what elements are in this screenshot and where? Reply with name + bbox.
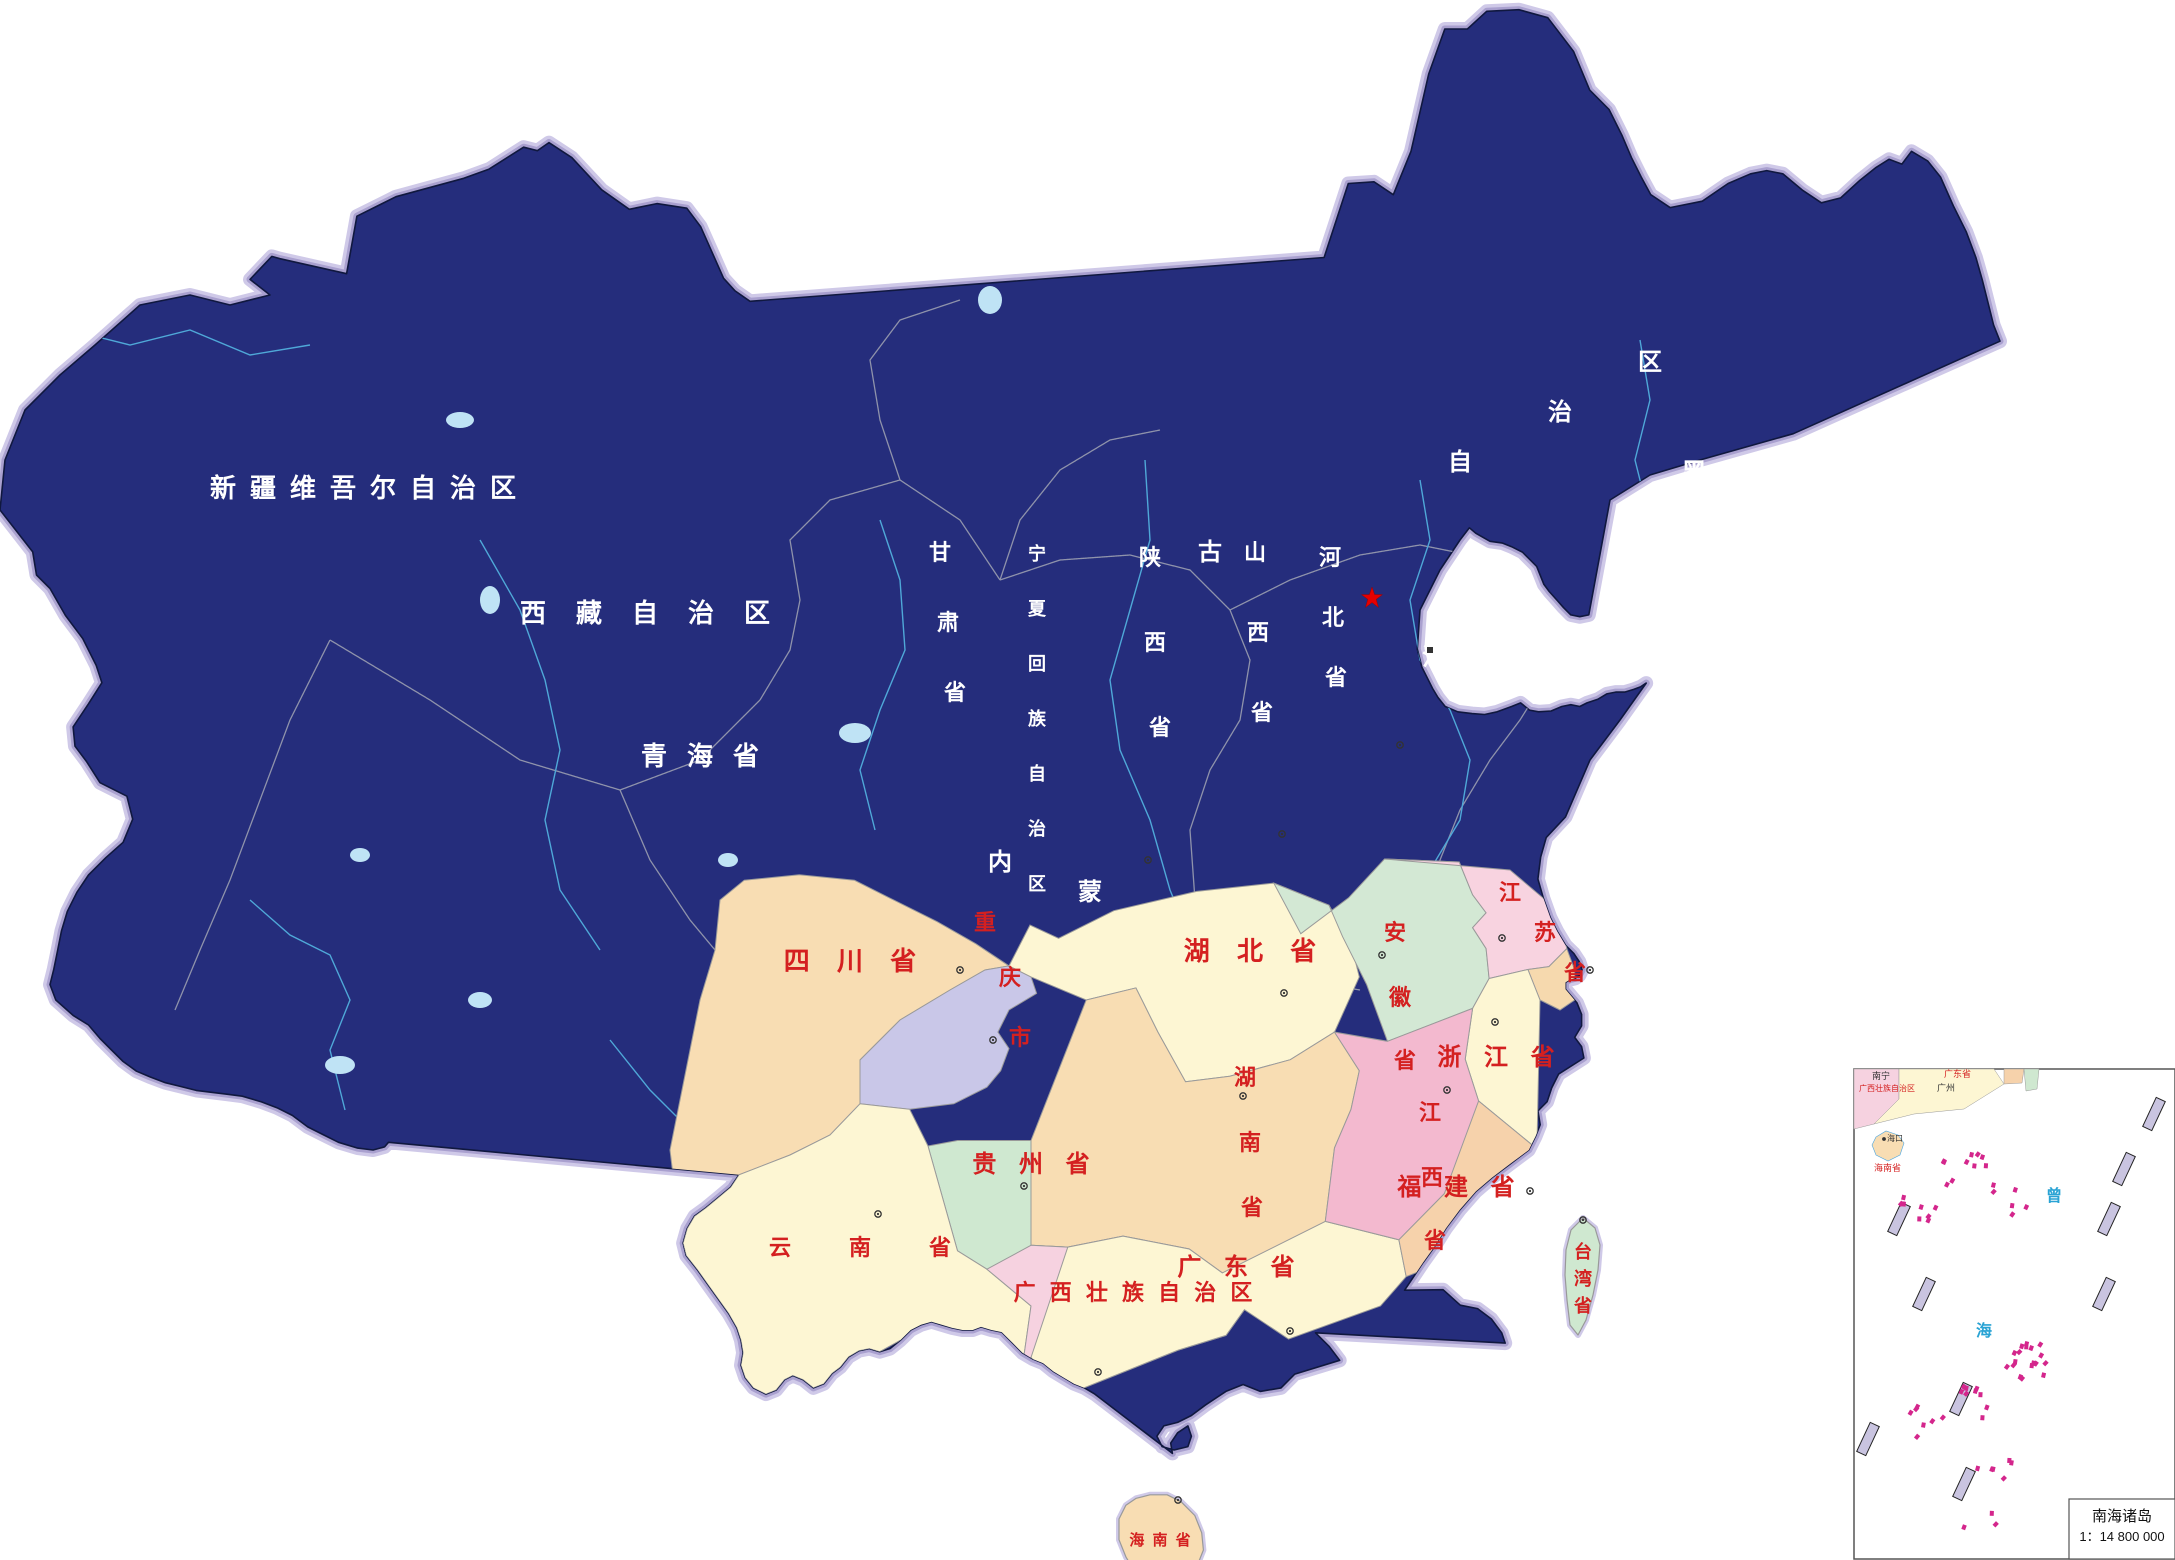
svg-text:徽: 徽 bbox=[1388, 985, 1412, 1010]
svg-text:湖 北 省: 湖 北 省 bbox=[1184, 936, 1326, 966]
svg-text:省: 省 bbox=[1250, 700, 1273, 725]
svg-text:区: 区 bbox=[1028, 874, 1046, 894]
svg-text:古: 古 bbox=[1198, 539, 1222, 566]
svg-text:新疆维吾尔自治区: 新疆维吾尔自治区 bbox=[210, 473, 530, 503]
svg-text:青海省: 青海省 bbox=[641, 741, 779, 771]
svg-text:西: 西 bbox=[1247, 620, 1269, 645]
svg-text:省: 省 bbox=[1423, 1228, 1446, 1253]
svg-text:自: 自 bbox=[1028, 763, 1046, 784]
svg-text:族: 族 bbox=[1028, 708, 1047, 729]
svg-text:湖: 湖 bbox=[1234, 1065, 1256, 1090]
svg-text:南: 南 bbox=[1239, 1130, 1261, 1155]
svg-text:庆: 庆 bbox=[999, 965, 1021, 990]
svg-text:江: 江 bbox=[1499, 880, 1521, 905]
svg-text:自: 自 bbox=[1448, 448, 1472, 476]
svg-text:苏: 苏 bbox=[1534, 920, 1556, 945]
svg-text:山: 山 bbox=[1244, 540, 1266, 565]
svg-text:陕: 陕 bbox=[1139, 545, 1161, 570]
svg-text:浙 江 省: 浙 江 省 bbox=[1437, 1044, 1562, 1071]
svg-text:黑 龙 江 省: 黑 龙 江 省 bbox=[1681, 458, 1919, 488]
svg-text:云: 云 bbox=[769, 1235, 791, 1260]
svg-text:省: 省 bbox=[1324, 665, 1347, 690]
svg-text:广 西 壮 族 自 治 区: 广 西 壮 族 自 治 区 bbox=[1014, 1280, 1257, 1305]
svg-text:蒙: 蒙 bbox=[1078, 879, 1102, 906]
svg-text:广西壮族自治区: 广西壮族自治区 bbox=[1859, 1083, 1915, 1093]
svg-text:甘: 甘 bbox=[929, 540, 951, 565]
svg-text:贵 州 省: 贵 州 省 bbox=[972, 1151, 1097, 1178]
svg-text:林: 林 bbox=[1712, 705, 1734, 730]
svg-text:广州: 广州 bbox=[1937, 1082, 1955, 1093]
svg-text:海南省: 海南省 bbox=[1874, 1162, 1901, 1173]
svg-text:省: 省 bbox=[1573, 1295, 1592, 1316]
svg-text:省: 省 bbox=[1788, 805, 1811, 830]
svg-text:广东省: 广东省 bbox=[1944, 1068, 1971, 1079]
svg-text:海口: 海口 bbox=[1887, 1133, 1903, 1143]
svg-text:省: 省 bbox=[928, 1235, 951, 1260]
svg-text:河 南 省: 河 南 省 bbox=[1422, 644, 1577, 671]
svg-text:安: 安 bbox=[1384, 920, 1406, 945]
svg-text:市: 市 bbox=[1009, 1025, 1031, 1050]
svg-text:南宁: 南宁 bbox=[1872, 1070, 1890, 1081]
svg-text:省: 省 bbox=[943, 680, 966, 705]
svg-text:曾: 曾 bbox=[2046, 1186, 2062, 1205]
svg-text:省: 省 bbox=[1148, 715, 1171, 740]
svg-text:山 东 省: 山 东 省 bbox=[1792, 750, 1947, 778]
svg-text:河: 河 bbox=[1319, 545, 1341, 570]
svg-text:内: 内 bbox=[988, 849, 1012, 876]
svg-text:江: 江 bbox=[1419, 1100, 1441, 1125]
svg-text:省: 省 bbox=[1563, 960, 1586, 985]
svg-text:重: 重 bbox=[974, 910, 996, 935]
svg-text:台: 台 bbox=[1574, 1241, 1592, 1262]
svg-text:广 东 省: 广 东 省 bbox=[1177, 1253, 1302, 1281]
svg-text:北: 北 bbox=[1322, 605, 1344, 630]
svg-text:省: 省 bbox=[1393, 1048, 1416, 1073]
svg-text:区: 区 bbox=[1638, 349, 1662, 376]
svg-text:宁: 宁 bbox=[1028, 543, 1046, 564]
svg-text:治: 治 bbox=[1028, 818, 1046, 839]
svg-text:南海诸岛: 南海诸岛 bbox=[2092, 1508, 2152, 1525]
svg-text:省: 省 bbox=[1240, 1195, 1263, 1220]
svg-text:吉: 吉 bbox=[1709, 580, 1731, 605]
svg-text:夏: 夏 bbox=[1028, 599, 1047, 619]
svg-text:南: 南 bbox=[849, 1235, 871, 1260]
svg-text:肃: 肃 bbox=[937, 610, 959, 635]
svg-text:1：14 800 000: 1：14 800 000 bbox=[2079, 1529, 2164, 1544]
svg-text:西藏自治区: 西藏自治区 bbox=[520, 598, 800, 628]
svg-text:海 南 省: 海 南 省 bbox=[1129, 1531, 1192, 1549]
svg-text:湾: 湾 bbox=[1574, 1268, 1592, 1289]
svg-text:辽 宁 省: 辽 宁 省 bbox=[1782, 983, 1937, 1011]
svg-text:海: 海 bbox=[1976, 1321, 1992, 1340]
svg-text:回: 回 bbox=[1028, 654, 1046, 674]
svg-text:西: 西 bbox=[1144, 630, 1166, 655]
svg-text:治: 治 bbox=[1548, 398, 1572, 426]
svg-text:四 川 省: 四 川 省 bbox=[784, 946, 926, 976]
svg-text:福 建 省: 福 建 省 bbox=[1396, 1174, 1522, 1201]
